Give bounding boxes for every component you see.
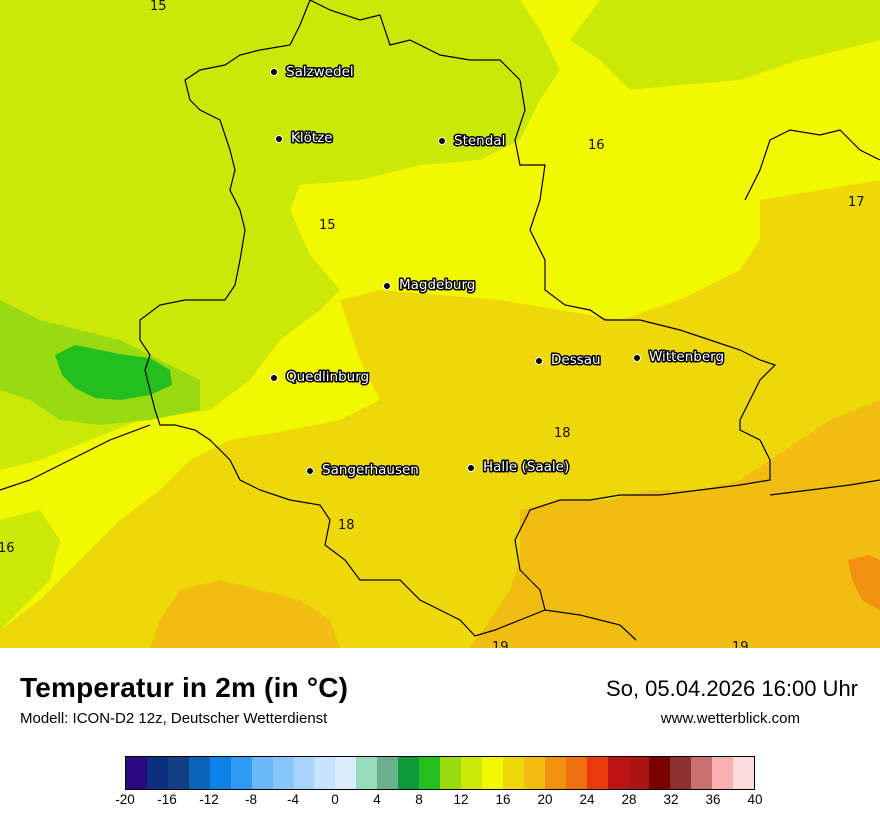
scale-tick-label: 8 (415, 792, 423, 807)
scale-swatch (335, 757, 357, 789)
city-marker: Salzwedel (270, 63, 355, 82)
scale-tick-label: -4 (286, 792, 300, 807)
city-label: Dessau (551, 352, 601, 368)
field-warmer-southwest (150, 580, 340, 648)
city-label: Quedlinburg (286, 369, 369, 385)
field-warmer-southeast (470, 400, 880, 648)
scale-swatch (126, 757, 147, 789)
isoline-label: 16 (0, 541, 15, 556)
scale-tick-label: 0 (331, 792, 339, 807)
scale-swatch (670, 757, 692, 789)
scale-swatch (293, 757, 315, 789)
border-south-2 (544, 609, 637, 641)
map-title: Temperatur in 2m (in °C) (20, 672, 349, 703)
city-label: Salzwedel (286, 64, 354, 80)
scale-swatch (712, 757, 734, 789)
scale-swatch (167, 757, 189, 789)
city-marker: Wittenberg (633, 348, 726, 367)
isoline-label: 19 (732, 640, 749, 648)
scale-swatch (314, 757, 336, 789)
scale-tick-label: 16 (495, 792, 511, 807)
border-saxony-anhalt (139, 0, 777, 637)
scale-tick-label: 4 (373, 792, 381, 807)
scale-swatch (607, 757, 629, 789)
isoline-label: 16 (588, 138, 605, 153)
website-link[interactable]: www.wetterblick.com (660, 710, 800, 727)
scale-tick-label: 32 (663, 792, 679, 807)
scale-swatch (230, 757, 252, 789)
scale-swatch (461, 757, 482, 789)
scale-tick-label: -8 (244, 792, 258, 807)
border-east (744, 129, 880, 201)
color-scale-ticks: -20 -16 -12 -8 -4 0 4 8 12 16 20 24 28 32 36 40 (0, 792, 880, 812)
scale-tick-label: 36 (705, 792, 721, 807)
scale-swatch (628, 757, 650, 789)
scale-swatch (481, 757, 503, 789)
scale-swatch (691, 757, 713, 789)
isoline-label: 19 (492, 640, 509, 648)
scale-swatch (649, 757, 671, 789)
border-southwest (0, 424, 151, 491)
city-marker: Quedlinburg (270, 368, 371, 387)
field-cool-southwest (0, 510, 60, 630)
scale-swatch (440, 757, 461, 789)
field-cool-northeast (570, 0, 880, 90)
city-label: Stendal (454, 133, 505, 149)
forecast-datetime: So, 05.04.2026 16:00 Uhr (606, 676, 858, 701)
city-marker: Dessau (535, 351, 602, 370)
isoline-labels: 15 16 17 15 18 18 16 19 19 (0, 0, 865, 648)
scale-swatch (733, 757, 755, 789)
city-marker: Stendal (438, 132, 507, 151)
isoline-label: 17 (848, 195, 865, 210)
isoline-label: 18 (554, 426, 571, 441)
state-borders (0, 0, 880, 641)
scale-swatch (502, 757, 524, 789)
city-label: Wittenberg (649, 349, 724, 365)
scale-swatch (377, 757, 399, 789)
city-marker: Magdeburg (383, 276, 477, 295)
scale-tick-label: -20 (115, 792, 135, 807)
scale-tick-label: -12 (199, 792, 219, 807)
city-label: Magdeburg (399, 277, 475, 293)
scale-swatch (251, 757, 273, 789)
scale-swatch (544, 757, 566, 789)
border-south (769, 479, 880, 496)
scale-swatch (565, 757, 587, 789)
scale-swatch (188, 757, 210, 789)
city-label: Halle (Saale) (483, 459, 569, 475)
scale-swatch (523, 757, 545, 789)
city-markers: Salzwedel Klötze Stendal Magdeburg Dessa… (270, 63, 726, 480)
isoline-label: 18 (338, 518, 355, 533)
city-label: Klötze (291, 130, 333, 146)
isoline-label: 15 (150, 0, 167, 14)
scale-tick-label: 12 (453, 792, 469, 807)
field-hot-east (848, 555, 880, 610)
scale-tick-label: 20 (537, 792, 553, 807)
scale-tick-label: 40 (747, 792, 763, 807)
scale-swatch (272, 757, 294, 789)
scale-swatch (419, 757, 441, 789)
model-info: Modell: ICON-D2 12z, Deutscher Wetterdie… (20, 710, 328, 727)
scale-tick-label: -16 (157, 792, 177, 807)
city-marker: Klötze (275, 129, 334, 148)
city-label: Sangerhausen (322, 462, 419, 478)
color-scale (125, 756, 755, 790)
scale-swatch (356, 757, 378, 789)
scale-tick-label: 24 (579, 792, 595, 807)
temperature-map: 15 16 17 15 18 18 16 19 19 Salzwedel Klö… (0, 0, 880, 648)
scale-tick-label: 28 (621, 792, 637, 807)
scale-swatch (146, 757, 168, 789)
legend-panel: Temperatur in 2m (in °C) Modell: ICON-D2… (0, 648, 880, 830)
scale-swatch (209, 757, 231, 789)
scale-swatch (586, 757, 608, 789)
city-marker: Halle (Saale) (467, 458, 571, 477)
city-marker: Sangerhausen (306, 461, 420, 480)
scale-swatch (398, 757, 420, 789)
field-cold-core (55, 345, 172, 400)
isoline-label: 15 (319, 218, 336, 233)
temperature-fields (0, 0, 880, 648)
